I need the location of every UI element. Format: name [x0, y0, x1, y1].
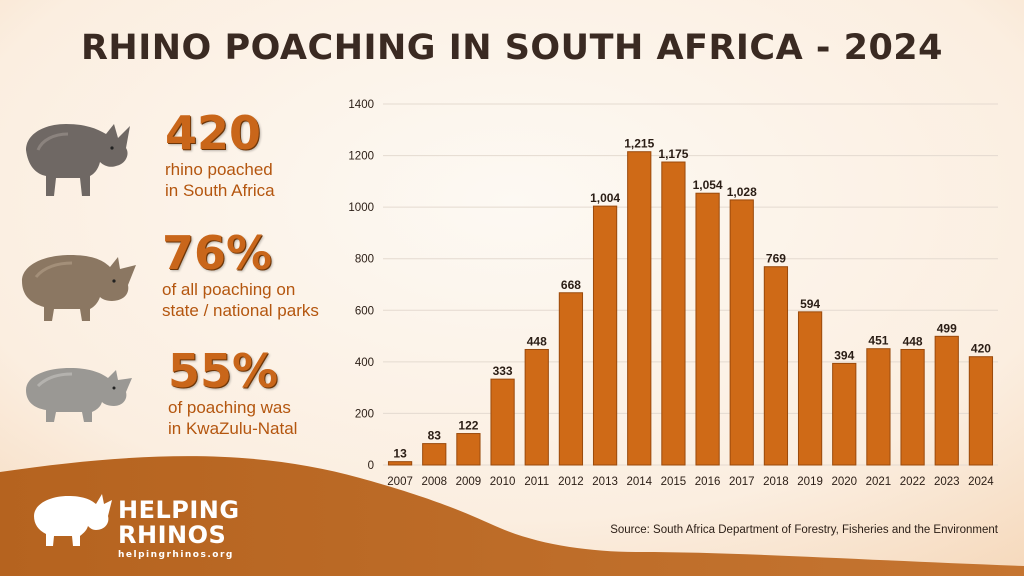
bar-2016 [695, 192, 720, 466]
stat-kzn: 55% of poaching was in KwaZulu-Natal [168, 348, 297, 439]
y-tick-label: 1400 [348, 99, 374, 111]
data-label: 394 [834, 348, 854, 362]
helping-rhinos-logo-icon [34, 494, 112, 546]
logo-url: helpingrhinos.org [118, 550, 234, 560]
page-title: RHINO POACHING IN SOUTH AFRICA - 2024 [80, 28, 944, 68]
y-tick-label: 600 [355, 305, 374, 317]
logo-line-2: RHINOS [118, 521, 227, 549]
x-tick-label: 2022 [900, 476, 926, 488]
data-label: 448 [527, 334, 547, 348]
bar-2013 [592, 205, 618, 466]
y-tick-label: 1200 [348, 151, 374, 163]
x-tick-label: 2023 [934, 476, 960, 488]
data-label: 333 [493, 364, 513, 378]
bar-2019 [797, 311, 823, 466]
x-tick-label: 2013 [592, 476, 618, 488]
data-label: 668 [561, 278, 581, 292]
bar-2012 [558, 292, 584, 466]
bar-2017 [729, 199, 754, 466]
bottom-wave [0, 456, 1024, 576]
black-rhino-icon [26, 124, 130, 196]
y-tick-label: 400 [355, 357, 374, 369]
white-rhino-icon [22, 255, 136, 321]
stat-kzn-desc-2: in KwaZulu-Natal [168, 419, 298, 438]
bar-2009 [456, 433, 481, 466]
x-tick-label: 2014 [626, 476, 652, 488]
bar-2018 [763, 266, 789, 466]
data-label: 1,004 [590, 191, 620, 205]
x-tick-label: 2007 [387, 476, 413, 488]
y-tick-label: 200 [355, 408, 374, 420]
x-tick-label: 2019 [797, 476, 823, 488]
bar-2021 [866, 348, 891, 466]
x-tick-label: 2008 [421, 476, 447, 488]
x-tick-label: 2017 [729, 476, 755, 488]
x-tick-label: 2011 [524, 476, 549, 488]
bar-2007 [387, 461, 413, 466]
x-tick-label: 2020 [831, 476, 857, 488]
data-label: 451 [868, 334, 888, 348]
stat-poached-desc-1: rhino poached [165, 160, 273, 179]
stat-poached: 420 rhino poached in South Africa [165, 110, 275, 201]
logo-line-1: HELPING [118, 496, 240, 524]
stat-parks-value: 76% [162, 226, 273, 280]
data-label: 499 [937, 321, 957, 335]
x-tick-label: 2010 [490, 476, 516, 488]
stat-parks-desc-1: of all poaching on [162, 280, 296, 299]
x-tick-label: 2012 [558, 476, 584, 488]
bar-2015 [661, 161, 686, 466]
data-label: 1,054 [693, 178, 723, 192]
x-tick-label: 2021 [866, 476, 892, 488]
data-label: 13 [393, 447, 407, 461]
x-tick-label: 2009 [456, 476, 482, 488]
stat-kzn-value: 55% [168, 344, 279, 398]
data-label: 769 [766, 252, 786, 266]
logo-text: HELPING RHINOS helpingrhinos.org [118, 496, 240, 561]
stat-poached-desc-2: in South Africa [165, 181, 275, 200]
bar-2014 [627, 151, 652, 466]
data-label: 420 [971, 342, 991, 356]
bar-2020 [832, 362, 857, 466]
rhino-icon [26, 368, 132, 422]
stat-parks: 76% of all poaching on state / national … [162, 230, 319, 321]
data-label: 1,028 [727, 185, 757, 199]
bar-2011 [524, 348, 549, 466]
bar-2023 [934, 335, 959, 466]
source-note: Source: South Africa Department of Fores… [610, 524, 998, 536]
stat-kzn-desc-1: of poaching was [168, 398, 291, 417]
data-label: 83 [428, 429, 442, 443]
x-tick-label: 2024 [968, 476, 994, 488]
data-label: 594 [800, 297, 820, 311]
data-label: 448 [903, 334, 923, 348]
x-tick-label: 2016 [695, 476, 721, 488]
bar-2022 [900, 348, 925, 466]
y-tick-label: 0 [368, 460, 374, 472]
data-label: 122 [458, 419, 478, 433]
bar-2024 [968, 356, 994, 466]
data-label: 1,175 [658, 147, 688, 161]
bar-2008 [422, 443, 447, 466]
y-tick-label: 1000 [348, 202, 374, 214]
stat-parks-desc-2: state / national parks [162, 301, 319, 320]
data-label: 1,215 [624, 137, 654, 151]
x-tick-label: 2015 [661, 476, 687, 488]
stat-poached-value: 420 [165, 106, 262, 160]
bar-2010 [490, 378, 515, 466]
y-tick-label: 800 [355, 254, 374, 266]
x-tick-label: 2018 [763, 476, 789, 488]
